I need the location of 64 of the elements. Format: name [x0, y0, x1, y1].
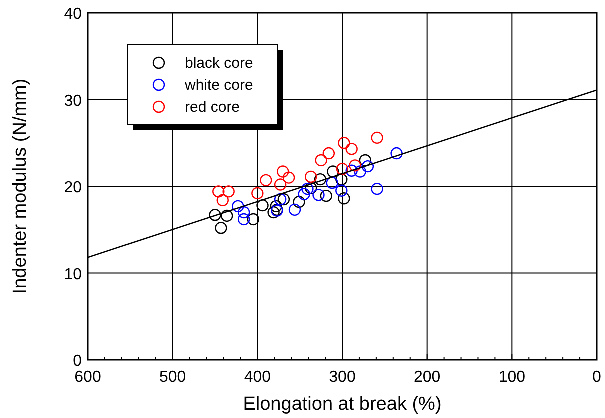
point — [390, 147, 403, 160]
point — [238, 206, 250, 219]
point — [252, 187, 264, 200]
point — [216, 194, 229, 206]
point — [247, 213, 260, 226]
x-tick-label: 600 — [74, 369, 102, 386]
point — [314, 173, 327, 186]
point — [238, 213, 250, 226]
x-tick-label: 0 — [592, 369, 602, 386]
point — [305, 182, 318, 194]
y-tick-label: 0 — [73, 353, 82, 370]
point — [362, 160, 374, 173]
x-tick-label: 400 — [244, 369, 272, 386]
point — [270, 200, 282, 213]
legend-label: white core — [184, 77, 254, 94]
point — [338, 192, 350, 205]
point — [312, 189, 325, 202]
point — [354, 166, 366, 178]
y-axis-title: Indenter modulus (N/mm) — [10, 78, 31, 294]
point — [326, 176, 338, 190]
point — [260, 174, 272, 187]
point — [336, 163, 349, 176]
point — [349, 160, 362, 172]
x-axis-title: Elongation at break (%) — [243, 394, 442, 415]
x-tick-label: 100 — [498, 369, 526, 386]
point — [322, 147, 336, 160]
point — [305, 170, 318, 184]
point — [215, 222, 228, 234]
point — [293, 196, 306, 208]
point — [371, 183, 384, 196]
point — [274, 193, 287, 206]
point — [221, 210, 234, 222]
point — [288, 204, 302, 216]
y-tick-label: 30 — [64, 92, 82, 110]
y-tick-label: 20 — [64, 180, 82, 196]
point — [274, 178, 287, 191]
y-tick-label: 40 — [64, 6, 82, 23]
y-tick-label: 10 — [64, 266, 82, 284]
point — [232, 200, 244, 213]
point — [346, 143, 358, 156]
point — [222, 186, 235, 198]
x-tick-label: 300 — [329, 369, 356, 386]
point — [320, 190, 332, 202]
point — [268, 206, 280, 219]
point — [346, 164, 358, 177]
x-tick-label: 200 — [414, 369, 441, 386]
point — [212, 186, 225, 198]
point — [209, 209, 222, 222]
point — [327, 166, 340, 178]
x-tick-label: 500 — [159, 369, 186, 386]
legend-label: red core — [185, 99, 240, 116]
point — [336, 184, 348, 197]
point — [338, 137, 350, 150]
point — [315, 154, 328, 167]
point — [282, 172, 296, 184]
point — [298, 188, 310, 200]
point — [278, 193, 290, 206]
point — [359, 154, 372, 167]
point — [371, 132, 384, 144]
point — [256, 199, 269, 212]
point — [277, 166, 290, 178]
point — [302, 183, 314, 196]
point — [336, 173, 348, 186]
legend-label: black core — [185, 55, 254, 72]
